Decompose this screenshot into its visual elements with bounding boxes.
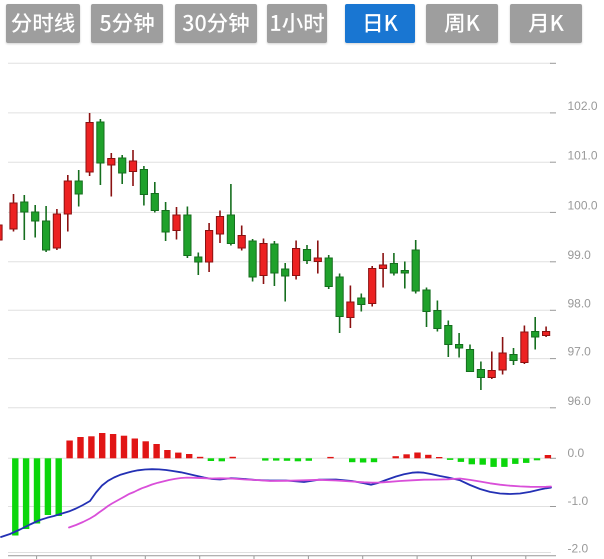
svg-text:99.0: 99.0	[568, 248, 592, 262]
svg-text:100.0: 100.0	[568, 199, 598, 213]
svg-text:102.0: 102.0	[568, 99, 598, 113]
svg-text:97.0: 97.0	[568, 345, 592, 359]
svg-text:101.0: 101.0	[568, 148, 598, 162]
svg-text:-1.0: -1.0	[568, 494, 589, 508]
svg-text:96.0: 96.0	[568, 394, 592, 408]
svg-text:0.0: 0.0	[568, 446, 585, 460]
svg-text:98.0: 98.0	[568, 296, 592, 310]
svg-text:-2.0: -2.0	[568, 541, 589, 555]
